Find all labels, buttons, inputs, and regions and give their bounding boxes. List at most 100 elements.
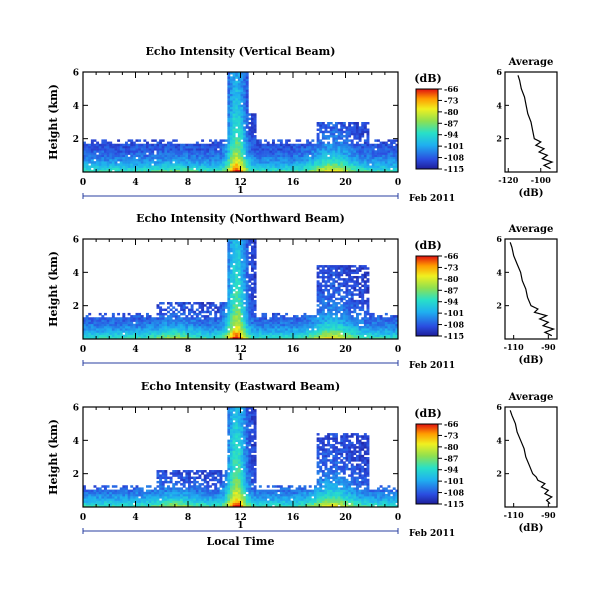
heatmap-cell [151, 150, 155, 153]
heatmap-cell [319, 299, 323, 303]
heatmap-cell [258, 163, 262, 166]
heatmap-cell [235, 295, 239, 298]
heatmap-cell [240, 122, 244, 125]
heatmap-cell [206, 317, 210, 320]
heatmap-cell [201, 302, 205, 305]
heatmap-cell [356, 137, 359, 140]
heatmap-cell [251, 275, 254, 279]
heatmap-cell [258, 319, 262, 322]
heatmap-cell [314, 161, 317, 164]
heatmap-cell [274, 312, 278, 316]
heatmap-cell [321, 265, 325, 268]
heatmap-cell [146, 321, 149, 325]
heatmap-cell [329, 267, 333, 270]
heatmap-cell [235, 89, 239, 92]
heatmap-cell [188, 472, 191, 475]
heatmap-cell [140, 156, 144, 160]
heatmap-cell [361, 122, 365, 125]
heatmap-cell [161, 139, 165, 142]
heatmap-cell [243, 267, 247, 270]
heatmap-cell [130, 330, 134, 333]
heatmap-cell [235, 72, 239, 75]
heatmap-cell [340, 304, 344, 307]
heatmap-cell [114, 336, 118, 340]
heatmap-cell [203, 332, 207, 335]
heatmap-cell [230, 304, 233, 307]
heatmap-cell [361, 321, 365, 325]
heatmap-cell [230, 291, 233, 294]
heatmap-cell [335, 148, 338, 151]
heatmap-cell [264, 323, 268, 327]
heatmap-cell [104, 148, 107, 151]
heatmap-cell [125, 319, 128, 322]
heatmap-cell [222, 152, 226, 155]
heatmap-cell [319, 289, 323, 292]
heatmap-cell [366, 150, 370, 153]
heatmap-cell [190, 336, 194, 340]
profile-title: Average [508, 224, 554, 235]
heatmap-cell [177, 496, 181, 499]
heatmap-cell [251, 117, 254, 121]
heatmap-cell [98, 500, 102, 503]
heatmap-cell [248, 299, 252, 303]
heatmap-cell [156, 472, 160, 475]
heatmap-cell [90, 169, 94, 173]
heatmap-cell [227, 299, 231, 303]
heatmap-cell [369, 319, 373, 322]
heatmap-cell [342, 315, 346, 318]
heatmap-cell [172, 504, 176, 508]
heatmap-cell [264, 148, 268, 151]
heatmap-cell [148, 334, 152, 338]
heatmap-cell [164, 491, 168, 495]
heatmap-cell [114, 330, 118, 333]
heatmap-cell [169, 493, 173, 497]
heatmap-cell [327, 130, 331, 134]
heatmap-cell [287, 336, 291, 340]
heatmap-cell [353, 304, 357, 307]
heatmap-cell [337, 308, 341, 312]
heatmap-cell [190, 500, 194, 503]
heatmap-cell [93, 332, 97, 335]
heatmap-cell [311, 145, 315, 149]
heatmap-cell [106, 502, 110, 506]
heatmap-cell [206, 483, 210, 486]
heatmap-cell [159, 332, 163, 335]
heatmap-cell [366, 167, 370, 171]
heatmap-cell [222, 145, 226, 149]
heatmap-cell [287, 152, 291, 155]
heatmap-cell [90, 143, 94, 147]
heatmap-cell [98, 156, 102, 160]
heatmap-cell [130, 334, 134, 338]
heatmap-cell [193, 328, 197, 331]
heatmap-cell [159, 150, 163, 153]
heatmap-cell [245, 312, 249, 316]
heatmap-cell [269, 328, 273, 331]
heatmap-cell [148, 504, 152, 508]
heatmap-cell [232, 295, 236, 298]
heatmap-cell [167, 498, 170, 501]
heatmap-cell [125, 487, 128, 490]
heatmap-cell [230, 161, 233, 164]
heatmap-cell [237, 85, 241, 88]
heatmap-cell [348, 273, 352, 277]
heatmap-cell [216, 493, 220, 497]
heatmap-cell [230, 111, 233, 114]
heatmap-cell [172, 485, 176, 488]
heatmap-cell [203, 304, 207, 307]
heatmap-cell [266, 163, 270, 166]
heatmap-cell [206, 323, 210, 327]
heatmap-cell [340, 163, 344, 166]
heatmap-cell [237, 265, 241, 268]
heatmap-cell [358, 295, 362, 298]
heatmap-cell [117, 502, 121, 506]
heatmap-cell [159, 474, 163, 477]
heatmap-cell [245, 310, 249, 314]
heatmap-cell [251, 289, 254, 292]
y-tick-label: 2 [73, 302, 79, 312]
heatmap-cell [224, 334, 228, 338]
heatmap-cell [104, 334, 107, 338]
heatmap-cell [140, 493, 144, 497]
heatmap-cell [272, 143, 275, 147]
heatmap-cell [235, 161, 239, 164]
heatmap-cell [164, 145, 168, 149]
